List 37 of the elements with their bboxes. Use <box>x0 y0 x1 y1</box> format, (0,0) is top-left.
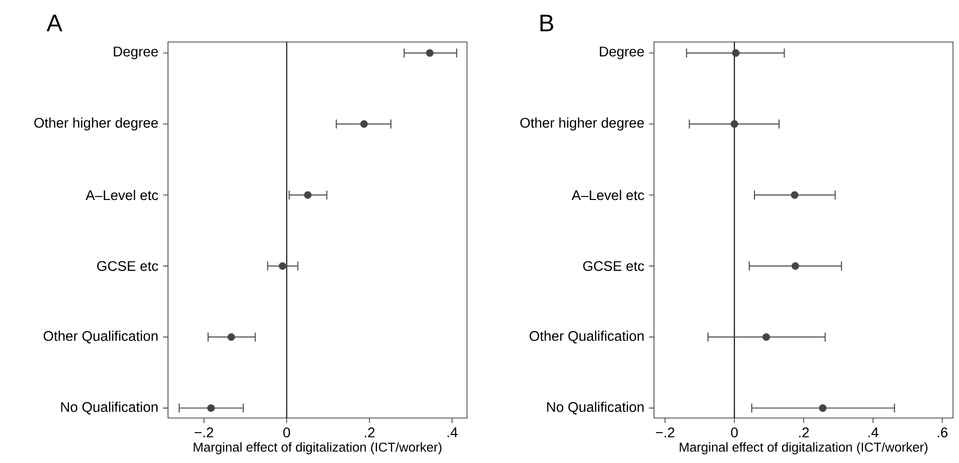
point <box>762 333 770 341</box>
point <box>792 262 800 270</box>
y-tick-label: Degree <box>600 46 644 60</box>
point <box>732 49 740 57</box>
point <box>227 333 236 341</box>
x-tick-label: .2 <box>364 428 375 438</box>
x-tick-label: .4 <box>868 428 878 438</box>
point <box>730 120 738 128</box>
y-tick-label: A–Level etc <box>572 190 644 200</box>
y-tick-label: Other higher degree <box>34 118 158 131</box>
point <box>278 262 286 270</box>
chart-title: B <box>540 14 554 32</box>
y-tick-label: Other higher degree <box>520 118 644 131</box>
x-axis-title: Marginal effect of digitalization (ICT/worker) <box>680 442 928 454</box>
point <box>818 404 827 412</box>
point <box>360 120 368 128</box>
y-tick-label: A–Level etc <box>86 190 158 200</box>
y-tick-label: Degree <box>114 46 158 60</box>
x-tick-label: 0 <box>731 428 738 438</box>
y-tick-label: GCSE etc <box>97 261 158 271</box>
y-tick-label: No Qualification <box>61 402 158 414</box>
y-tick-label: Other Qualification <box>44 330 158 344</box>
x-tick-label: .4 <box>448 428 458 438</box>
point <box>304 191 312 199</box>
x-tick-label: .2 <box>799 428 809 438</box>
x-tick-label: −.2 <box>194 428 214 438</box>
chart-title: A <box>46 14 62 32</box>
point <box>207 404 215 412</box>
x-tick-label: .6 <box>938 428 948 438</box>
y-tick-label: GCSE etc <box>583 261 644 271</box>
x-axis-title: Marginal effect of digitalization (ICT/worker) <box>194 442 442 454</box>
x-tick-label: 0 <box>283 428 290 438</box>
y-tick-label: No Qualification <box>547 402 644 414</box>
point <box>790 191 798 199</box>
y-tick-label: Other Qualification <box>530 330 644 344</box>
x-tick-label: −.2 <box>656 428 674 438</box>
point <box>426 49 434 57</box>
